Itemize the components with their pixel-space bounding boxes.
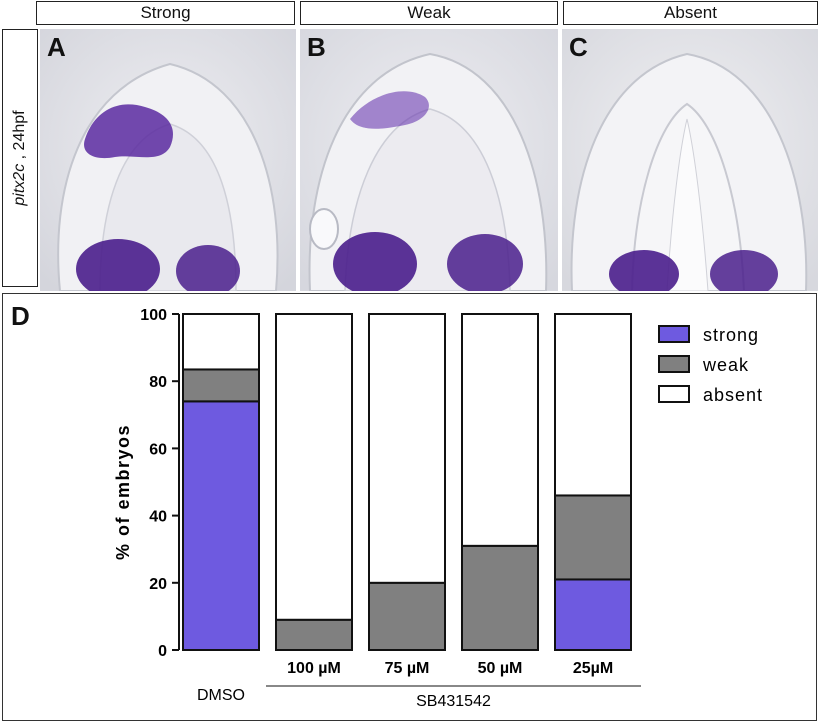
y-tick-label: 80	[149, 374, 167, 391]
legend-label-strong: strong	[703, 325, 759, 345]
y-tick-label: 0	[158, 643, 167, 660]
bar-segment-absent	[461, 313, 539, 547]
panel-label-b: B	[307, 32, 326, 62]
panel-label-d: D	[11, 301, 30, 331]
panel-label-c: C	[569, 32, 588, 62]
legend-swatch-absent	[658, 385, 690, 403]
side-label-box: pitx2c , 24hpf	[2, 29, 38, 287]
x-tick-label: DMSO	[197, 687, 245, 704]
legend-label-absent: absent	[703, 385, 763, 405]
micrograph-c	[562, 29, 818, 291]
image-panel-b: B	[300, 29, 558, 291]
image-panel-c: C	[562, 29, 818, 291]
x-tick-label: 100 µM	[287, 660, 341, 677]
y-axis-title: % of embryos	[113, 424, 133, 560]
x-tick-label: 50 µM	[478, 660, 523, 677]
bar-segment-strong	[182, 400, 260, 651]
bar-segment-weak	[275, 618, 353, 652]
legend-swatch-strong	[658, 325, 690, 343]
bar-segment-absent	[182, 313, 260, 371]
y-tick-label: 40	[149, 509, 167, 526]
bar-segment-weak	[368, 581, 446, 651]
micrograph-b	[300, 29, 558, 291]
header-weak: Weak	[300, 1, 558, 25]
x-tick-label: 75 µM	[385, 660, 430, 677]
legend-swatch-weak	[658, 355, 690, 373]
bar-segment-weak	[461, 544, 539, 651]
stage-label: , 24hpf	[11, 110, 28, 164]
panel-label-a: A	[47, 32, 66, 62]
y-tick-label: 100	[140, 307, 167, 324]
group-label: SB431542	[416, 693, 491, 710]
y-tick-label: 60	[149, 441, 167, 458]
header-strong: Strong	[36, 1, 295, 25]
legend-label-weak: weak	[702, 355, 749, 375]
bar-segment-strong	[554, 578, 632, 651]
image-panel-a: A	[40, 29, 296, 291]
chart-panel: 0 20 40 60 80 100 % of embryos DMSO 100 µM 75 µM 5…	[2, 293, 817, 721]
gene-name: pitx2c	[11, 163, 28, 206]
bar-segment-absent	[368, 313, 446, 584]
bar-segment-weak	[182, 368, 260, 403]
y-tick-label: 20	[149, 576, 167, 593]
stacked-bar-chart: 0 20 40 60 80 100 % of embryos DMSO 100 µM 75 µM 5…	[113, 307, 763, 710]
x-tick-label: 25µM	[573, 660, 613, 677]
bar-segment-absent	[554, 313, 632, 497]
micrograph-a	[40, 29, 296, 291]
header-absent: Absent	[563, 1, 818, 25]
bar-segment-weak	[554, 494, 632, 581]
side-label: pitx2c , 24hpf	[11, 110, 29, 205]
bar-segment-absent	[275, 313, 353, 621]
